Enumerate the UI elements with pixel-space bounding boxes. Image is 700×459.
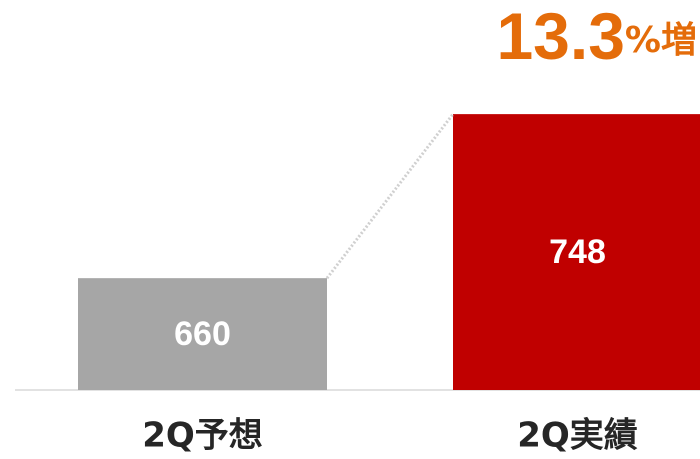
connector (325, 113, 455, 280)
x-tick-label: 2Q予想 (142, 416, 263, 456)
annotation-suffix: %増 (625, 20, 697, 61)
data-label: 748 (549, 233, 606, 271)
x-tick-label: 2Q実績 (517, 416, 638, 456)
bar (78, 278, 327, 390)
annotation-number: 13.3 (496, 0, 624, 73)
data-label: 660 (174, 315, 231, 353)
annotation: 13.3%増 (496, 0, 697, 73)
bar (453, 114, 700, 391)
